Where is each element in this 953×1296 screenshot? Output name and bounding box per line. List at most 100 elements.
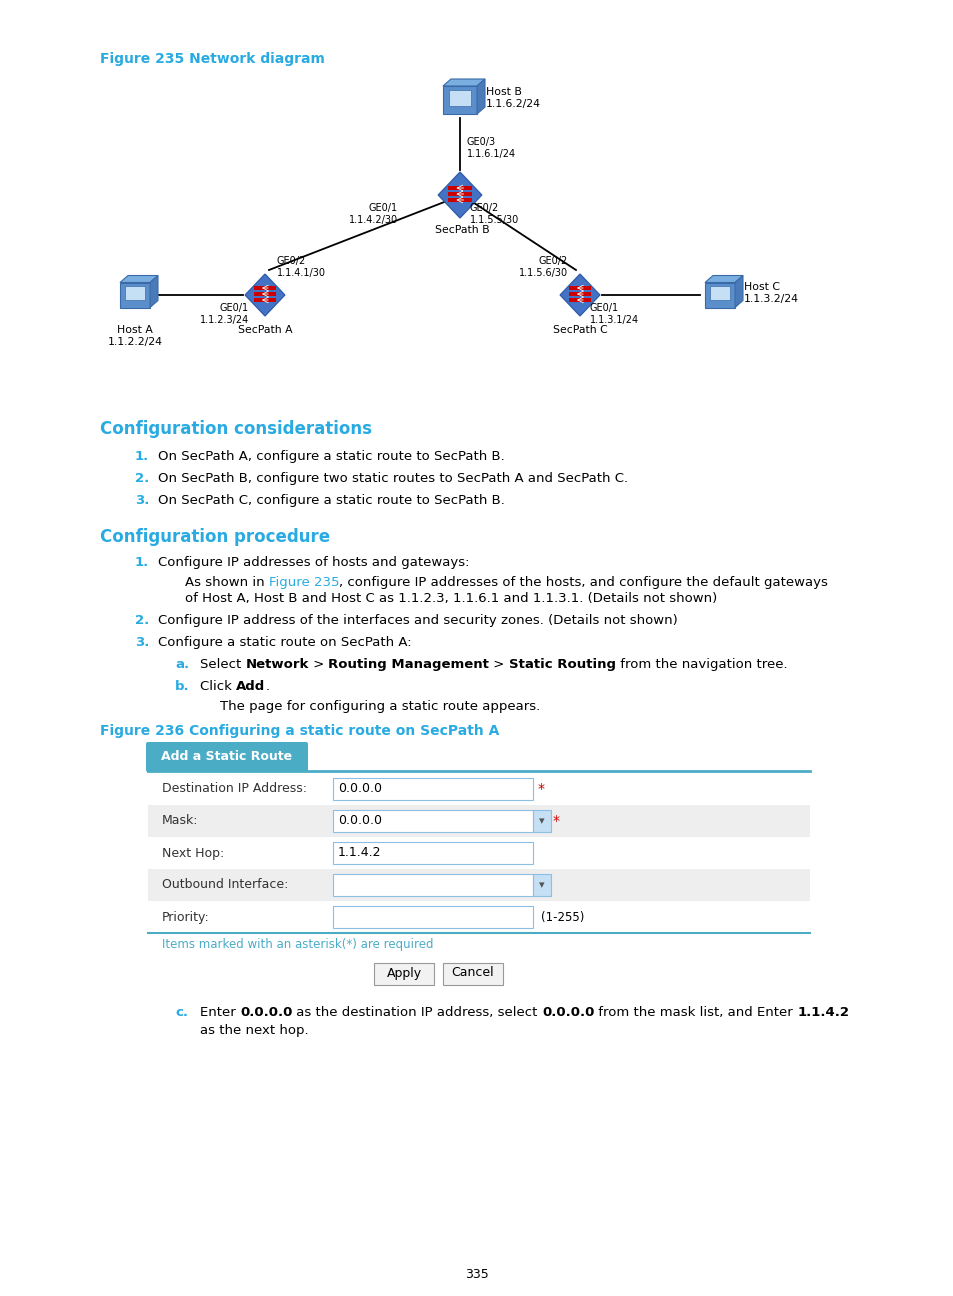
Text: Figure 235: Figure 235	[269, 575, 339, 588]
Text: 1.1.4.2: 1.1.4.2	[337, 846, 381, 859]
Polygon shape	[448, 192, 472, 196]
Text: Network: Network	[245, 658, 309, 671]
Text: As shown in: As shown in	[185, 575, 269, 588]
Polygon shape	[734, 276, 742, 307]
FancyBboxPatch shape	[449, 91, 471, 106]
Text: , configure IP addresses of the hosts, and configure the default gateways: , configure IP addresses of the hosts, a…	[339, 575, 827, 588]
FancyBboxPatch shape	[333, 842, 533, 864]
Text: Destination IP Address:: Destination IP Address:	[162, 783, 307, 796]
Text: >: >	[309, 658, 328, 671]
Text: 0.0.0.0: 0.0.0.0	[541, 1006, 594, 1019]
FancyBboxPatch shape	[148, 837, 809, 870]
FancyBboxPatch shape	[148, 870, 809, 901]
FancyBboxPatch shape	[125, 286, 145, 299]
Text: 0.0.0.0: 0.0.0.0	[337, 814, 381, 828]
Text: GE0/2
1.1.5.6/30: GE0/2 1.1.5.6/30	[518, 257, 567, 277]
Text: a.: a.	[174, 658, 189, 671]
Text: Mask:: Mask:	[162, 814, 198, 828]
Text: GE0/1
1.1.2.3/24: GE0/1 1.1.2.3/24	[199, 303, 249, 324]
Text: Configuration procedure: Configuration procedure	[100, 527, 330, 546]
FancyBboxPatch shape	[333, 906, 533, 928]
Text: SecPath A: SecPath A	[237, 325, 292, 334]
Polygon shape	[476, 79, 484, 114]
Text: GE0/1
1.1.3.1/24: GE0/1 1.1.3.1/24	[589, 303, 639, 324]
Text: 3.: 3.	[135, 494, 150, 507]
Text: Apply: Apply	[386, 967, 421, 980]
Text: 1.1.4.2: 1.1.4.2	[797, 1006, 848, 1019]
FancyBboxPatch shape	[333, 874, 533, 896]
FancyBboxPatch shape	[374, 963, 434, 985]
Text: ▾: ▾	[538, 816, 544, 826]
Polygon shape	[559, 273, 599, 316]
Text: .: .	[265, 680, 269, 693]
Text: Outbound Interface:: Outbound Interface:	[162, 879, 288, 892]
Polygon shape	[448, 187, 472, 191]
Polygon shape	[448, 198, 472, 202]
Text: from the navigation tree.: from the navigation tree.	[616, 658, 787, 671]
Text: Configure IP addresses of hosts and gateways:: Configure IP addresses of hosts and gate…	[158, 556, 469, 569]
Text: SecPath B: SecPath B	[435, 226, 489, 235]
FancyBboxPatch shape	[442, 86, 476, 114]
Text: 1.: 1.	[135, 450, 149, 463]
Text: 2.: 2.	[135, 614, 149, 627]
Text: *: *	[553, 814, 559, 828]
Text: Host A: Host A	[117, 325, 152, 334]
Polygon shape	[704, 276, 742, 283]
FancyBboxPatch shape	[533, 874, 551, 896]
Text: from the mask list, and Enter: from the mask list, and Enter	[594, 1006, 797, 1019]
Text: Figure 235 Network diagram: Figure 235 Network diagram	[100, 52, 325, 66]
Text: GE0/1
1.1.4.2/30: GE0/1 1.1.4.2/30	[349, 203, 397, 224]
FancyBboxPatch shape	[146, 743, 308, 772]
Text: Items marked with an asterisk(*) are required: Items marked with an asterisk(*) are req…	[162, 938, 433, 951]
Text: Host C
1.1.3.2/24: Host C 1.1.3.2/24	[743, 283, 799, 303]
Text: Next Hop:: Next Hop:	[162, 846, 224, 859]
Text: of Host A, Host B and Host C as 1.1.2.3, 1.1.6.1 and 1.1.3.1. (Details not shown: of Host A, Host B and Host C as 1.1.2.3,…	[185, 592, 717, 605]
FancyBboxPatch shape	[442, 963, 502, 985]
Text: GE0/2
1.1.4.1/30: GE0/2 1.1.4.1/30	[276, 257, 326, 277]
Text: Figure 236 Configuring a static route on SecPath A: Figure 236 Configuring a static route on…	[100, 724, 498, 737]
Text: GE0/2
1.1.5.5/30: GE0/2 1.1.5.5/30	[470, 203, 518, 224]
Text: Enter: Enter	[200, 1006, 240, 1019]
Text: (1-255): (1-255)	[540, 911, 584, 924]
Text: Host B
1.1.6.2/24: Host B 1.1.6.2/24	[485, 87, 540, 109]
Text: Add a Static Route: Add a Static Route	[161, 750, 293, 763]
Text: GE0/3
1.1.6.1/24: GE0/3 1.1.6.1/24	[467, 137, 516, 159]
Polygon shape	[437, 172, 481, 218]
Text: Click: Click	[200, 680, 236, 693]
Text: b.: b.	[174, 680, 190, 693]
Text: On SecPath A, configure a static route to SecPath B.: On SecPath A, configure a static route t…	[158, 450, 504, 463]
Text: 335: 335	[465, 1267, 488, 1280]
Polygon shape	[245, 273, 285, 316]
Text: >: >	[489, 658, 509, 671]
Text: Configuration considerations: Configuration considerations	[100, 420, 372, 438]
Text: as the destination IP address, select: as the destination IP address, select	[292, 1006, 541, 1019]
Text: SecPath C: SecPath C	[552, 325, 607, 334]
Text: Static Routing: Static Routing	[509, 658, 616, 671]
Text: On SecPath B, configure two static routes to SecPath A and SecPath C.: On SecPath B, configure two static route…	[158, 472, 627, 485]
Text: 1.: 1.	[135, 556, 149, 569]
FancyBboxPatch shape	[533, 810, 551, 832]
FancyBboxPatch shape	[709, 286, 729, 299]
Text: *: *	[537, 781, 544, 796]
Polygon shape	[253, 292, 275, 295]
Text: ▾: ▾	[538, 880, 544, 890]
Text: 2.: 2.	[135, 472, 149, 485]
Text: Routing Management: Routing Management	[328, 658, 489, 671]
Text: 3.: 3.	[135, 636, 150, 649]
FancyBboxPatch shape	[148, 901, 809, 933]
FancyBboxPatch shape	[120, 283, 150, 307]
Text: Priority:: Priority:	[162, 911, 210, 924]
Text: Add: Add	[236, 680, 265, 693]
Polygon shape	[568, 292, 590, 295]
Polygon shape	[120, 276, 158, 283]
Text: Configure IP address of the interfaces and security zones. (Details not shown): Configure IP address of the interfaces a…	[158, 614, 677, 627]
Text: c.: c.	[174, 1006, 188, 1019]
FancyBboxPatch shape	[333, 778, 533, 800]
Polygon shape	[150, 276, 158, 307]
Text: Select: Select	[200, 658, 245, 671]
FancyBboxPatch shape	[704, 283, 734, 307]
Polygon shape	[442, 79, 484, 86]
Text: 0.0.0.0: 0.0.0.0	[240, 1006, 292, 1019]
Text: Cancel: Cancel	[451, 967, 494, 980]
Text: 0.0.0.0: 0.0.0.0	[337, 783, 381, 796]
